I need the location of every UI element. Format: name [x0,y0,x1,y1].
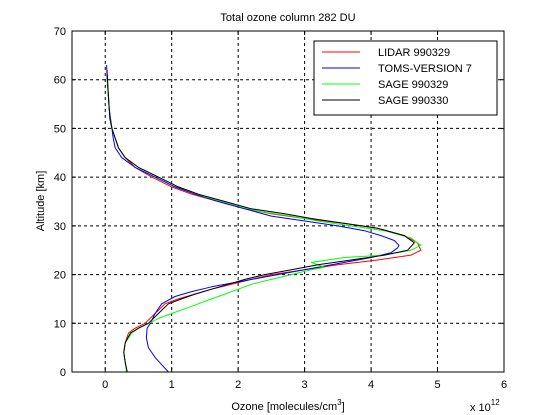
y-tick-label: 50 [54,123,66,135]
y-tick-label: 60 [54,75,66,87]
y-tick-label: 10 [54,318,66,330]
y-tick-label: 40 [54,172,66,184]
x-tick-label: 3 [302,379,308,391]
x-tick-label: 1 [169,379,175,391]
x-axis-label-suffix: ] [342,401,345,413]
legend-entries: LIDAR 990329 TOMS-VERSION 7 SAGE 990329 SAG… [322,47,472,107]
x-axis-multiplier-base: x 10 [470,402,491,414]
legend-label-2: TOMS-VERSION 7 [378,63,472,75]
x-tick-label: 4 [368,379,374,391]
plot-frame [71,30,505,373]
legend-box [313,40,498,116]
y-tick-label: 30 [54,221,66,233]
chart-title: Total ozone column 282 DU [220,12,355,24]
x-tick-label: 6 [501,379,507,391]
x-axis-label: Ozone [molecules/cm3] [231,398,344,413]
x-tick-label: 5 [434,379,440,391]
y-tick-label: 0 [60,367,66,379]
x-tick-label: 0 [102,379,108,391]
legend-label-1: LIDAR 990329 [378,47,450,59]
x-axis-multiplier: x 1012 [470,398,500,414]
series-line-4 [106,74,415,373]
x-axis-multiplier-exponent: 12 [491,398,500,407]
y-tick-label: 20 [54,270,66,282]
series-layer [106,65,422,373]
x-axis-label-superscript: 3 [337,398,342,407]
x-tick-label: 2 [235,379,241,391]
y-tick-label: 70 [54,26,66,38]
legend: LIDAR 990329 TOMS-VERSION 7 SAGE 990329 SAG… [313,40,498,116]
legend-label-4: SAGE 990330 [378,95,448,107]
y-axis-label: Altitude [km] [35,171,47,232]
series-line-2 [106,65,400,373]
legend-label-3: SAGE 990329 [378,79,448,91]
x-axis-label-main: Ozone [molecules/cm [231,401,337,413]
